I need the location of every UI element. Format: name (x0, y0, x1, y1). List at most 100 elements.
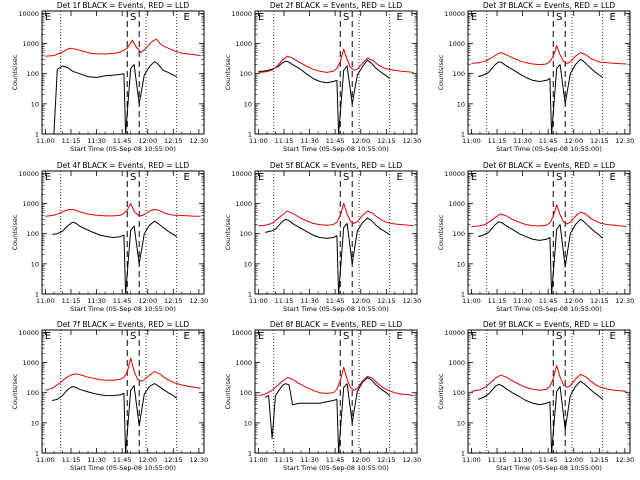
panel-title: Det 2f BLACK = Events, RED = LLD (270, 1, 403, 10)
x-tick-label: 12:15 (164, 297, 183, 305)
y-tick-label: 10 (31, 100, 39, 108)
x-axis-label: Start Time (05-Sep-08 10:55:00) (70, 464, 176, 472)
y-tick-label: 1000 (235, 359, 252, 367)
y-tick-label: 10 (457, 260, 465, 268)
x-tick-label: 11:45 (113, 456, 132, 464)
series-line-lld (45, 357, 201, 391)
interval-label: S (343, 12, 349, 23)
y-tick-label: 1 (461, 291, 465, 299)
x-tick-label: 11:15 (62, 456, 81, 464)
x-tick-label: 11:45 (326, 297, 345, 305)
series-line-events (478, 218, 604, 295)
x-tick-label: 11:30 (87, 297, 106, 305)
interval-label: S (556, 172, 562, 183)
y-tick-label: 10000 (444, 170, 465, 178)
y-tick-label: 1 (461, 131, 465, 139)
series-line-events (264, 377, 391, 454)
y-tick-label: 10000 (231, 10, 252, 18)
x-axis-label: Start Time (05-Sep-08 10:55:00) (496, 145, 602, 153)
y-axis-label: Counts/sec (224, 54, 232, 90)
x-tick-label: 12:30 (616, 137, 635, 145)
x-tick-label: 12:00 (138, 297, 157, 305)
series-line-events (478, 58, 603, 135)
y-tick-label: 10 (457, 100, 465, 108)
panel-title: Det 6f BLACK = Events, RED = LLD (483, 161, 616, 170)
y-tick-label: 100 (27, 70, 39, 78)
interval-label: S (343, 331, 349, 342)
y-tick-label: 1 (248, 450, 252, 458)
x-tick-label: 11:15 (62, 297, 81, 305)
x-tick-label: 12:00 (351, 137, 370, 145)
x-tick-label: 12:15 (590, 137, 609, 145)
x-tick-label: 11:45 (539, 297, 558, 305)
x-tick-label: 11:00 (249, 456, 268, 464)
x-tick-label: 11:30 (300, 137, 319, 145)
x-tick-label: 11:45 (113, 297, 132, 305)
plot-frame (41, 170, 205, 295)
series-line-lld (471, 204, 627, 228)
x-tick-label: 11:00 (249, 297, 268, 305)
interval-label: S (556, 12, 562, 23)
x-tick-label: 11:15 (275, 456, 294, 464)
series-line-events (52, 220, 177, 295)
y-tick-label: 1000 (235, 40, 252, 48)
x-tick-label: 11:30 (513, 456, 532, 464)
x-axis-label: Start Time (05-Sep-08 10:55:00) (283, 145, 389, 153)
x-axis-label: Start Time (05-Sep-08 10:55:00) (496, 464, 602, 472)
x-tick-label: 11:00 (36, 137, 55, 145)
y-axis-label: Counts/sec (437, 54, 445, 90)
x-tick-label: 12:30 (616, 456, 635, 464)
interval-label: E (397, 12, 403, 23)
x-tick-label: 11:15 (488, 137, 507, 145)
y-axis-label: Counts/sec (224, 214, 232, 250)
series-line-events (52, 383, 178, 454)
interval-label: E (258, 12, 264, 23)
interval-label: S (130, 172, 136, 183)
x-tick-label: 11:30 (300, 456, 319, 464)
x-tick-label: 12:00 (564, 297, 583, 305)
panel-title: Det 7f BLACK = Events, RED = LLD (57, 320, 190, 329)
interval-label: E (397, 331, 403, 342)
series-line-events (478, 380, 604, 454)
x-tick-label: 12:30 (190, 456, 209, 464)
x-tick-label: 11:30 (513, 137, 532, 145)
y-tick-label: 10000 (444, 10, 465, 18)
y-tick-label: 1 (35, 131, 39, 139)
y-tick-label: 10 (244, 100, 252, 108)
detector-panel-3: Det 3f BLACK = Events, RED = LLD 1 10 100 10… (437, 1, 634, 153)
y-tick-label: 1000 (448, 200, 465, 208)
x-tick-label: 12:00 (138, 137, 157, 145)
series-line-events (265, 217, 391, 295)
x-tick-label: 12:30 (403, 137, 422, 145)
x-tick-label: 12:15 (377, 456, 396, 464)
plot-frame (41, 329, 205, 454)
detector-panel-2: Det 2f BLACK = Events, RED = LLD 1 10 100 10… (224, 1, 421, 153)
y-tick-label: 1 (248, 291, 252, 299)
interval-label: E (184, 331, 190, 342)
x-axis-label: Start Time (05-Sep-08 10:55:00) (70, 305, 176, 313)
x-tick-label: 12:15 (377, 137, 396, 145)
x-tick-label: 11:00 (36, 456, 55, 464)
x-tick-label: 11:15 (488, 297, 507, 305)
interval-label: E (45, 172, 51, 183)
interval-label: E (471, 12, 477, 23)
panel-title: Det 4f BLACK = Events, RED = LLD (57, 161, 190, 170)
y-tick-label: 10000 (231, 329, 252, 337)
y-tick-label: 1000 (22, 359, 39, 367)
x-tick-label: 12:00 (564, 137, 583, 145)
series-line-lld (45, 203, 201, 217)
y-axis-label: Counts/sec (224, 373, 232, 409)
interval-label: E (184, 12, 190, 23)
y-tick-label: 10 (457, 419, 465, 427)
x-tick-label: 11:00 (462, 297, 481, 305)
interval-label: E (258, 331, 264, 342)
y-tick-label: 1 (35, 450, 39, 458)
y-tick-label: 1000 (448, 359, 465, 367)
interval-label: S (130, 331, 136, 342)
panel-title: Det 9f BLACK = Events, RED = LLD (483, 320, 616, 329)
interval-label: E (610, 172, 616, 183)
interval-label: E (610, 331, 616, 342)
x-tick-label: 11:15 (488, 456, 507, 464)
y-tick-label: 1000 (22, 40, 39, 48)
y-tick-label: 10 (244, 260, 252, 268)
